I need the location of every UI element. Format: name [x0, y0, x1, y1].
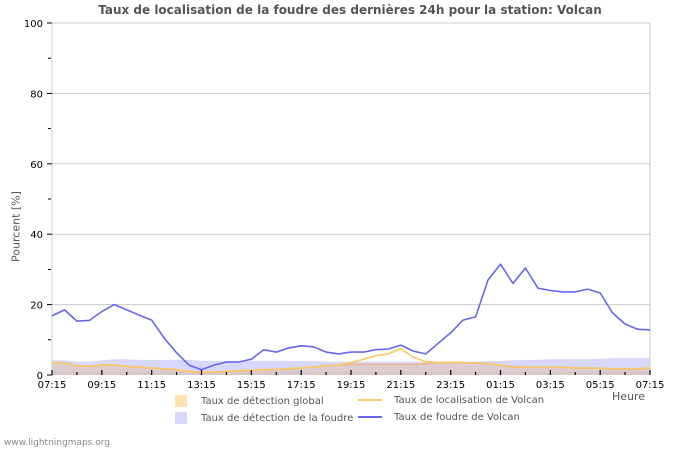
svg-text:11:15: 11:15	[137, 380, 166, 391]
y-axis-label: Pourcent [%]	[9, 191, 23, 262]
swatch-icon	[175, 395, 187, 407]
grid-lines	[51, 22, 651, 375]
svg-text:01:15: 01:15	[486, 380, 515, 391]
legend-left: Taux de détection global Taux de détecti…	[175, 395, 353, 429]
svg-text:15:15: 15:15	[237, 380, 266, 391]
legend-item-global-detection: Taux de détection global	[175, 395, 353, 412]
svg-text:23:15: 23:15	[436, 380, 465, 391]
legend-item-volcan-lightning: Taux de foudre de Volcan	[358, 412, 544, 429]
svg-text:05:15: 05:15	[586, 380, 615, 391]
svg-text:20: 20	[30, 301, 43, 312]
svg-text:13:15: 13:15	[187, 380, 216, 391]
svg-text:0: 0	[37, 371, 43, 382]
svg-text:60: 60	[30, 160, 43, 171]
svg-text:19:15: 19:15	[337, 380, 366, 391]
legend-right: Taux de localisation de Volcan Taux de f…	[358, 395, 544, 429]
line-swatch-icon	[358, 399, 382, 401]
svg-text:07:15: 07:15	[636, 380, 665, 391]
svg-text:03:15: 03:15	[536, 380, 565, 391]
line-series	[51, 263, 651, 374]
swatch-icon	[175, 412, 187, 424]
legend-item-lightning-detection: Taux de détection de la foudre	[175, 412, 353, 429]
svg-text:07:15: 07:15	[38, 380, 67, 391]
x-axis-label: Heure	[612, 390, 646, 403]
line-swatch-icon	[358, 416, 382, 418]
svg-text:17:15: 17:15	[287, 380, 316, 391]
svg-text:80: 80	[30, 89, 43, 100]
chart-title: Taux de localisation de la foudre des de…	[98, 3, 602, 17]
axes: 0 20 40 60 80 100 07:15 09:15 11:15 13:15 15:15 17:…	[24, 19, 665, 391]
svg-text:21:15: 21:15	[386, 380, 415, 391]
svg-text:100: 100	[24, 19, 43, 30]
site-credit: www.lightningmaps.org	[4, 438, 110, 448]
legend-item-volcan-localisation: Taux de localisation de Volcan	[358, 395, 544, 412]
svg-text:09:15: 09:15	[87, 380, 116, 391]
svg-text:40: 40	[30, 230, 43, 241]
